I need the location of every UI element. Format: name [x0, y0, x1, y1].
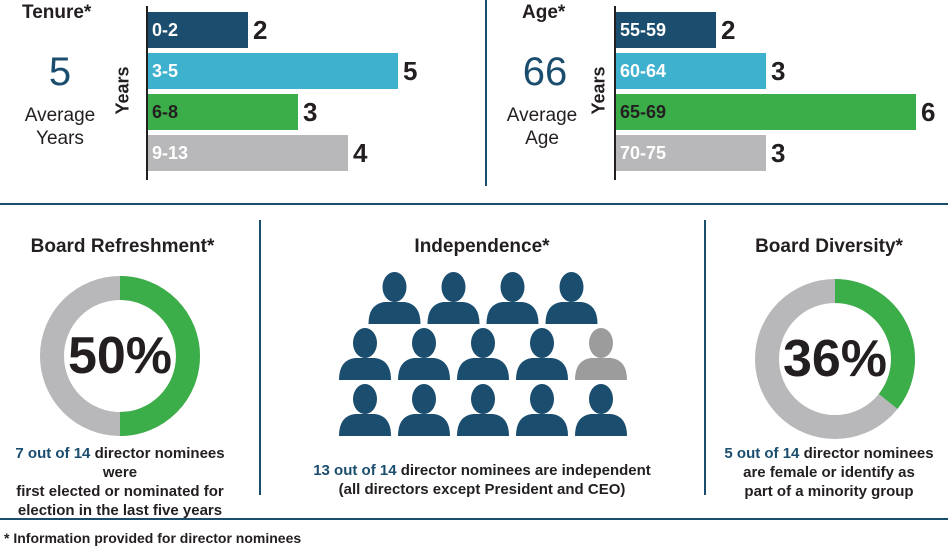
- age-title: Age*: [522, 2, 566, 23]
- diversity-highlight: 5 out of 14: [724, 445, 800, 462]
- person-icon-independent: [339, 384, 391, 436]
- person-icon-independent: [575, 384, 627, 436]
- refreshment-highlight: 7 out of 14: [15, 445, 91, 462]
- diversity-line3: part of a minority group: [744, 483, 914, 500]
- tenure-average-label: Average Years: [5, 104, 115, 150]
- age-bar-70-75: 70-75: [616, 135, 766, 171]
- age-value-70-75: 3: [771, 138, 786, 168]
- independence-title: Independence*: [414, 236, 550, 257]
- age-bar-55-59: 55-59: [616, 12, 716, 48]
- age-axis-label: Years: [588, 66, 609, 115]
- tenure-bar-chart: 0-2 2 3-5 5 6-8 3 9-13 4: [148, 12, 448, 172]
- section-divider: [0, 203, 948, 205]
- independence-highlight: 13 out of 14: [313, 462, 397, 479]
- age-average-value: 66: [522, 50, 568, 94]
- tenure-bar-0-2: 0-2: [148, 12, 248, 48]
- diversity-donut-highlight: [834, 279, 915, 409]
- diversity-description: 5 out of 14 director nominees are female…: [710, 444, 948, 501]
- age-average-label: Average Age: [487, 104, 597, 150]
- tenure-axis-label: Years: [112, 66, 133, 115]
- tenure-value-6-8: 3: [303, 97, 318, 127]
- tenure-value-0-2: 2: [253, 15, 268, 45]
- person-icon-independent: [457, 384, 509, 436]
- age-value-55-59: 2: [721, 15, 736, 45]
- age-bar-60-64: 60-64: [616, 53, 766, 89]
- refreshment-donut: [40, 276, 200, 436]
- person-icon-independent: [368, 272, 421, 324]
- refreshment-line2: first elected or nominated for: [16, 483, 224, 500]
- diversity-line1: director nominees: [799, 445, 934, 462]
- footer-divider: [0, 518, 948, 520]
- independence-pictogram: [339, 272, 627, 436]
- independence-description: 13 out of 14 director nominees are indep…: [262, 461, 702, 499]
- tenure-bar-3-5: 3-5: [148, 53, 398, 89]
- tenure-average-label-line1: Average: [24, 105, 96, 126]
- person-icon-independent: [545, 272, 598, 324]
- tenure-bar-9-13: 9-13: [148, 135, 348, 171]
- age-value-60-64: 3: [771, 56, 786, 86]
- age-value-65-69: 6: [921, 97, 936, 127]
- age-bar-65-69: 65-69: [616, 94, 916, 130]
- independence-line2: (all directors except President and CEO): [338, 481, 626, 498]
- refreshment-donut-highlight: [119, 276, 200, 436]
- refreshment-percent: 50%: [67, 327, 173, 385]
- person-icon-independent: [398, 328, 450, 380]
- refreshment-title: Board Refreshment*: [30, 236, 215, 257]
- diversity-percent: 36%: [782, 330, 888, 388]
- person-icon-independent: [398, 384, 450, 436]
- independence-line1: director nominees are independent: [396, 462, 651, 479]
- top-divider: [485, 0, 487, 186]
- diversity-donut: [755, 279, 915, 439]
- refreshment-line1: director nominees were: [90, 445, 225, 481]
- diversity-line2: are female or identify as: [743, 464, 915, 481]
- tenure-value-3-5: 5: [403, 56, 418, 86]
- diversity-title: Board Diversity*: [755, 236, 903, 257]
- tenure-title: Tenure*: [22, 2, 92, 23]
- person-icon-non-independent: [575, 328, 627, 380]
- tenure-average-value: 5: [48, 50, 72, 94]
- tenure-axis-line: [146, 6, 148, 180]
- age-axis-line: [614, 6, 616, 180]
- person-icon-independent: [486, 272, 539, 324]
- age-average-label-line1: Average: [506, 105, 578, 126]
- person-icon-independent: [339, 328, 391, 380]
- bottom-divider-right: [704, 220, 706, 495]
- refreshment-description: 7 out of 14 director nominees were first…: [0, 444, 240, 520]
- tenure-average-label-line2: Years: [36, 128, 84, 149]
- age-average-label-line2: Age: [525, 128, 559, 149]
- person-icon-independent: [457, 328, 509, 380]
- bottom-divider-left: [259, 220, 261, 495]
- refreshment-line3: election in the last five years: [17, 502, 223, 519]
- age-bar-chart: 55-59 2 60-64 3 65-69 6 70-75 3: [616, 12, 946, 172]
- tenure-value-9-13: 4: [353, 138, 368, 168]
- person-icon-independent: [516, 384, 568, 436]
- footnote: * Information provided for director nomi…: [4, 530, 302, 546]
- person-icon-independent: [427, 272, 480, 324]
- tenure-bar-6-8: 6-8: [148, 94, 298, 130]
- person-icon-independent: [516, 328, 568, 380]
